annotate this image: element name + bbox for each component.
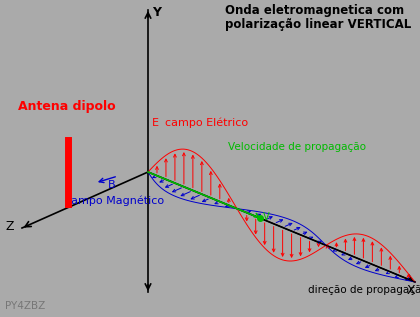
Text: Onda eletromagnetica com: Onda eletromagnetica com <box>225 4 404 17</box>
Text: direção de propagação: direção de propagação <box>308 285 420 295</box>
Text: campo Elétrico: campo Elétrico <box>165 118 248 128</box>
Text: X: X <box>407 284 416 297</box>
Text: Velocidade de propagação: Velocidade de propagação <box>228 142 366 152</box>
Text: B: B <box>108 180 116 190</box>
Text: Y: Y <box>152 6 161 19</box>
Text: V: V <box>263 212 270 222</box>
Text: Antena dipolo: Antena dipolo <box>18 100 116 113</box>
Text: Z: Z <box>6 220 15 233</box>
Text: PY4ZBZ: PY4ZBZ <box>5 301 45 311</box>
Text: E: E <box>152 118 159 128</box>
Text: campo Magnético: campo Magnético <box>65 196 164 206</box>
Text: polarização linear VERTICAL: polarização linear VERTICAL <box>225 18 411 31</box>
